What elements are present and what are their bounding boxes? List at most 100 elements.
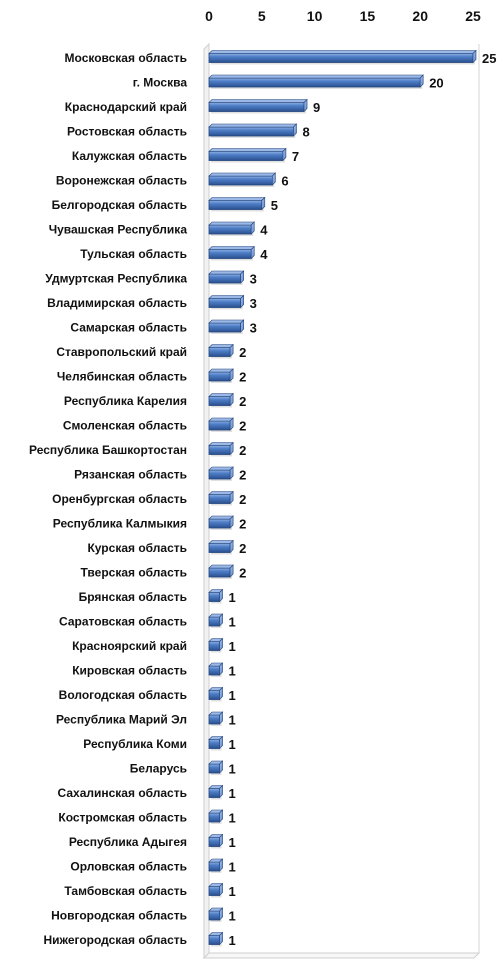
x-tick-label: 25 bbox=[465, 8, 481, 24]
bar bbox=[208, 392, 234, 408]
axis-wall bbox=[203, 42, 210, 960]
data-label: 2 bbox=[239, 370, 246, 385]
bar-end-cap bbox=[419, 74, 424, 88]
bar bbox=[208, 858, 224, 873]
bar-end-cap bbox=[261, 196, 266, 211]
bar-top-face bbox=[208, 368, 234, 373]
bar-end-cap bbox=[250, 245, 255, 260]
x-tick-label: 15 bbox=[360, 8, 376, 24]
data-label: 2 bbox=[239, 394, 246, 409]
category-label: Ростовская область bbox=[67, 125, 187, 139]
data-label: 1 bbox=[229, 713, 236, 728]
bar-body bbox=[208, 788, 220, 798]
bar bbox=[208, 245, 255, 261]
bar-body bbox=[208, 665, 220, 676]
bar-top-face bbox=[208, 74, 424, 79]
data-label: 1 bbox=[229, 615, 236, 630]
bar bbox=[208, 172, 277, 187]
bar-body bbox=[208, 910, 220, 921]
bar-body bbox=[208, 298, 242, 308]
data-label: 2 bbox=[239, 468, 246, 483]
category-label: Республика Башкортостан bbox=[29, 443, 187, 457]
bar bbox=[208, 613, 224, 628]
data-label: 25 bbox=[482, 51, 496, 66]
bar-body bbox=[208, 371, 231, 382]
bar bbox=[208, 588, 224, 604]
category-label: Воронежская область bbox=[56, 174, 187, 188]
bar-body bbox=[208, 543, 231, 553]
bar-body bbox=[208, 420, 231, 431]
labels-layer: Московская область 25г. Москва 20Краснодар… bbox=[29, 51, 496, 948]
bar bbox=[208, 833, 224, 849]
bar bbox=[208, 270, 245, 285]
data-label: 6 bbox=[281, 174, 288, 189]
bar bbox=[208, 294, 245, 310]
category-label: Рязанская область bbox=[74, 468, 187, 482]
axis-layer: 0 5 10 15 20 25 bbox=[202, 8, 481, 960]
bar-top-face bbox=[208, 246, 255, 250]
category-label: Новгородская область bbox=[51, 909, 187, 923]
data-label: 2 bbox=[239, 492, 246, 507]
bar-top-face bbox=[208, 221, 255, 226]
category-label: Тамбовская область bbox=[64, 884, 187, 898]
bar-top-face bbox=[208, 564, 234, 569]
bar bbox=[208, 662, 224, 677]
data-label: 9 bbox=[313, 100, 320, 115]
category-label: Кировская область bbox=[72, 664, 187, 678]
bar bbox=[208, 417, 234, 432]
x-tick-label: 20 bbox=[412, 8, 428, 24]
bar-end-cap bbox=[250, 221, 255, 235]
bar-end-cap bbox=[219, 833, 223, 848]
category-label: Брянская область bbox=[79, 590, 187, 604]
bar-end-cap bbox=[219, 882, 223, 897]
bar bbox=[208, 735, 224, 751]
bar-top-face bbox=[208, 515, 234, 520]
bar-body bbox=[208, 126, 294, 137]
data-label: 3 bbox=[250, 321, 257, 336]
bar bbox=[208, 809, 224, 824]
data-label: 3 bbox=[250, 296, 257, 311]
bar-top-face bbox=[208, 442, 234, 446]
bar bbox=[208, 123, 298, 138]
bar-end-cap bbox=[219, 711, 223, 725]
bar-end-cap bbox=[229, 466, 234, 480]
category-label: Московская область bbox=[65, 51, 187, 65]
bar bbox=[208, 221, 255, 236]
bar-body bbox=[208, 861, 220, 872]
bar bbox=[208, 98, 308, 114]
category-label: Республика Карелия bbox=[64, 394, 187, 408]
bar-end-cap bbox=[303, 98, 308, 113]
data-label: 2 bbox=[239, 443, 246, 458]
bar-end-cap bbox=[229, 417, 234, 431]
x-tick-label: 10 bbox=[307, 8, 323, 24]
data-label: 2 bbox=[239, 345, 246, 360]
data-label: 1 bbox=[229, 762, 236, 777]
bar-body bbox=[208, 77, 421, 88]
category-label: Республика Коми bbox=[83, 737, 187, 751]
bar-body bbox=[208, 763, 220, 774]
bar-end-cap bbox=[219, 931, 223, 946]
bar-body bbox=[208, 837, 220, 847]
category-label: Республика Адыгея bbox=[69, 835, 187, 849]
bar-body bbox=[208, 567, 231, 578]
bar bbox=[208, 441, 234, 457]
bar-top-face bbox=[208, 50, 477, 54]
bar-body bbox=[208, 175, 273, 186]
category-label: Нижегородская область bbox=[43, 933, 187, 947]
bar bbox=[208, 686, 224, 702]
bar-end-cap bbox=[240, 319, 244, 333]
bar bbox=[208, 49, 477, 65]
bar bbox=[208, 564, 234, 579]
bar bbox=[208, 319, 245, 334]
data-label: 1 bbox=[229, 835, 236, 850]
bar bbox=[208, 147, 287, 163]
category-label: Белгородская область bbox=[52, 198, 187, 212]
bar-end-cap bbox=[282, 147, 287, 162]
category-label: Оренбургская область bbox=[52, 492, 187, 506]
bar-body bbox=[208, 224, 252, 235]
bar-end-cap bbox=[219, 907, 223, 921]
bar-body bbox=[208, 935, 220, 945]
category-label: Калужская область bbox=[72, 149, 187, 163]
bar-body bbox=[208, 322, 242, 333]
